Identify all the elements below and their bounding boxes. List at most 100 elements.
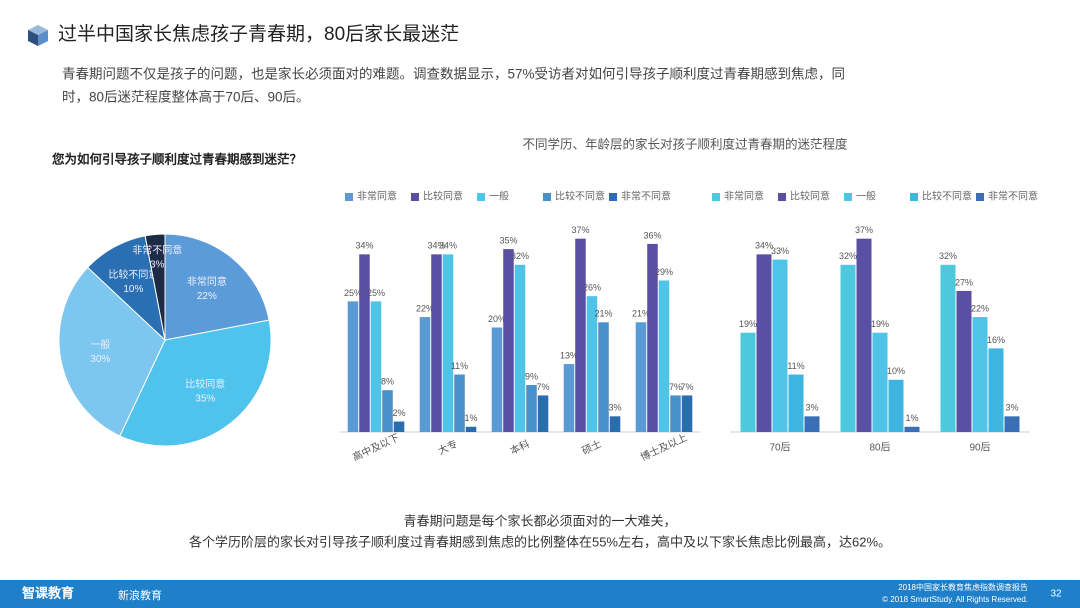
bar bbox=[575, 238, 586, 432]
bar-value: 36% bbox=[643, 230, 661, 240]
bar bbox=[888, 379, 904, 432]
bar bbox=[514, 264, 526, 432]
slide-title: 过半中国家长焦虑孩子青春期，80后家长最迷茫 bbox=[58, 23, 459, 45]
footer-bar bbox=[0, 580, 1080, 608]
bar bbox=[840, 264, 856, 432]
bar bbox=[563, 364, 575, 432]
bar-value: 3% bbox=[1005, 403, 1018, 413]
bar-value: 34% bbox=[755, 241, 773, 251]
bars-title: 不同学历、年龄层的家长对孩子顺利度过青春期的迷茫程度 bbox=[522, 136, 848, 151]
bar bbox=[609, 416, 621, 432]
bar bbox=[586, 296, 598, 432]
legend-label: 比较不同意 bbox=[922, 190, 972, 203]
bar-value: 29% bbox=[655, 267, 673, 277]
legend-swatch bbox=[778, 193, 786, 201]
legend-swatch bbox=[609, 193, 617, 201]
bar bbox=[647, 243, 658, 432]
slice-label: 非常不同意 bbox=[132, 243, 182, 256]
bar bbox=[788, 374, 804, 432]
bar bbox=[988, 348, 1004, 432]
bar bbox=[537, 395, 549, 432]
bar bbox=[658, 280, 670, 432]
bar bbox=[904, 426, 920, 432]
icon-left bbox=[28, 30, 38, 46]
pie-slice bbox=[144, 233, 166, 341]
description: 时，80后迷茫程度整体高于70后、90后。 bbox=[62, 89, 310, 105]
slice-value: 30% bbox=[90, 354, 110, 365]
bar-value: 32% bbox=[511, 251, 529, 261]
legend-label: 比较同意 bbox=[423, 190, 463, 203]
bar bbox=[635, 322, 647, 432]
legend-label: 比较同意 bbox=[790, 190, 830, 203]
legend-swatch bbox=[976, 193, 984, 201]
bar-value: 11% bbox=[787, 361, 804, 371]
icon-right bbox=[38, 30, 48, 46]
bar-value: 10% bbox=[887, 366, 905, 376]
bar-value: 34% bbox=[355, 241, 373, 251]
legend-swatch bbox=[910, 193, 918, 201]
bar bbox=[359, 254, 370, 432]
bar-value: 20% bbox=[488, 314, 506, 324]
pie-slice bbox=[164, 233, 270, 341]
bar-value: 3% bbox=[609, 403, 622, 413]
slice-value: 3% bbox=[150, 259, 165, 270]
bar bbox=[598, 322, 609, 432]
bar bbox=[681, 395, 693, 432]
legend-label: 非常不同意 bbox=[988, 190, 1038, 203]
bar-value: 37% bbox=[855, 225, 873, 235]
bar-value: 37% bbox=[571, 225, 589, 235]
legend-swatch bbox=[477, 193, 485, 201]
footer-note: 各个学历阶层的家长对引导孩子顺利度过青春期感到焦虑的比例整体在55%左右，高中及… bbox=[189, 534, 891, 549]
bar-value: 22% bbox=[416, 303, 434, 313]
bar bbox=[804, 416, 820, 432]
bar bbox=[740, 332, 756, 432]
description: 青春期问题不仅是孩子的问题，也是家长必须面对的难题。调查数据显示，57%受访者对… bbox=[62, 66, 845, 82]
bar bbox=[431, 254, 442, 432]
bar-value: 21% bbox=[595, 309, 613, 319]
legend-swatch bbox=[712, 193, 720, 201]
legend-swatch bbox=[411, 193, 419, 201]
bar-value: 26% bbox=[583, 283, 601, 293]
slice-label: 一般 bbox=[90, 338, 110, 351]
slice-value: 35% bbox=[195, 394, 215, 405]
slice-label: 比较不同意 bbox=[108, 268, 158, 281]
bar-value: 8% bbox=[381, 377, 394, 387]
bar bbox=[972, 317, 988, 432]
pie-slice bbox=[119, 319, 272, 447]
slice-label: 比较同意 bbox=[185, 378, 225, 391]
bar-value: 27% bbox=[955, 277, 973, 287]
legend-label: 一般 bbox=[856, 190, 876, 203]
bar-value: 19% bbox=[739, 319, 757, 329]
legend-label: 比较不同意 bbox=[555, 190, 605, 203]
bar-value: 7% bbox=[669, 382, 682, 392]
pie-slice bbox=[58, 266, 166, 437]
bar bbox=[465, 426, 477, 432]
bar-value: 34% bbox=[439, 241, 457, 251]
legend-swatch bbox=[844, 193, 852, 201]
bar-value: 16% bbox=[987, 335, 1005, 345]
legend-label: 非常不同意 bbox=[621, 190, 671, 203]
bar-value: 7% bbox=[537, 382, 550, 392]
brand: 智课教育 bbox=[22, 585, 74, 600]
legend-label: 一般 bbox=[489, 190, 509, 203]
bar bbox=[503, 249, 514, 432]
page-number: 32 bbox=[1050, 589, 1062, 600]
bar bbox=[756, 254, 772, 432]
partner: 新浪教育 bbox=[118, 588, 162, 602]
bar-value: 33% bbox=[771, 246, 789, 256]
x-tick-label: 80后 bbox=[869, 442, 890, 454]
slice-value: 22% bbox=[197, 291, 217, 302]
bar bbox=[347, 301, 359, 432]
bar bbox=[442, 254, 454, 432]
bar bbox=[670, 395, 681, 432]
bar bbox=[940, 264, 956, 432]
bar-value: 32% bbox=[939, 251, 957, 261]
bar-value: 25% bbox=[367, 288, 385, 298]
pie-title: 您为如何引导孩子顺利度过青春期感到迷茫？ bbox=[52, 151, 302, 166]
bar bbox=[772, 259, 788, 432]
bar-value: 3% bbox=[805, 403, 818, 413]
bar-value: 25% bbox=[344, 288, 362, 298]
legend-swatch bbox=[543, 193, 551, 201]
bar bbox=[370, 301, 382, 432]
